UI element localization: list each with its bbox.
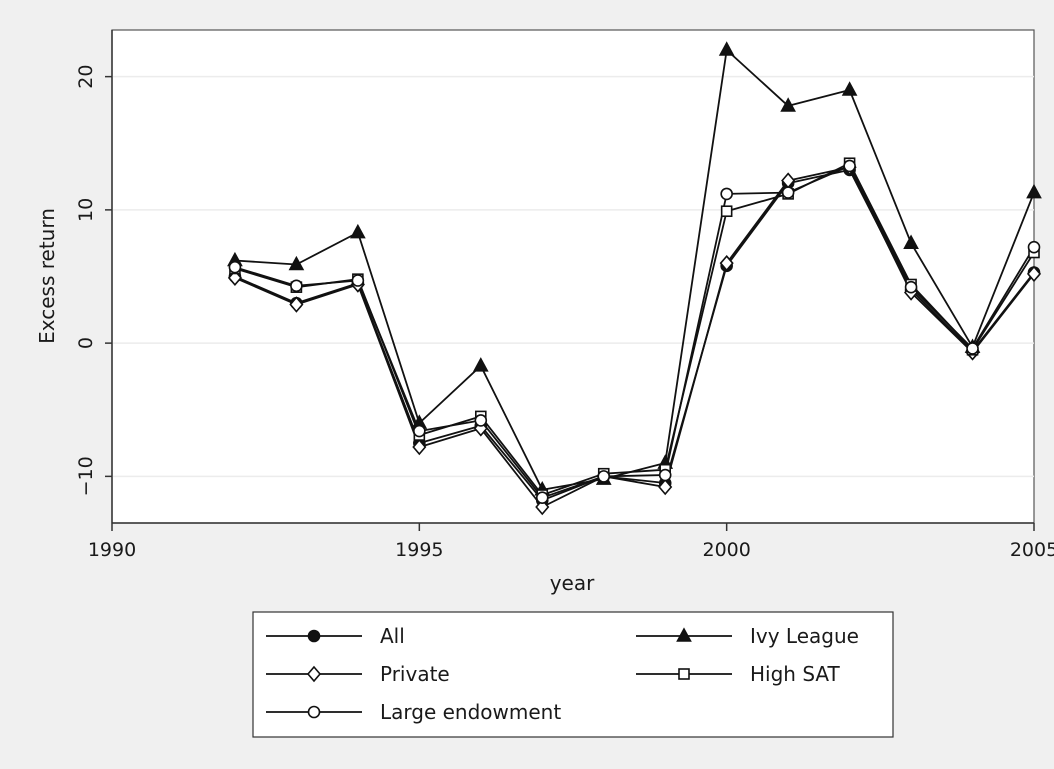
point-private (289, 296, 304, 313)
x-tick-label: 2000 (702, 539, 750, 561)
legend-marker-ivy-league (676, 627, 692, 642)
point-large-endowment (966, 342, 979, 355)
y-tick-label: −10 (75, 456, 97, 496)
plot-area (111, 29, 1035, 524)
legend-marker-private (306, 665, 322, 683)
point-large-endowment (290, 279, 303, 293)
point-ivy-league (780, 97, 796, 112)
point-ivy-league (903, 234, 919, 249)
point-ivy-league (841, 81, 858, 96)
point-private (227, 269, 242, 287)
x-tick-label: 1990 (88, 539, 136, 561)
y-axis-label: Excess return (35, 208, 59, 344)
point-ivy-league (472, 357, 489, 372)
y-ticks: −10 0 10 20 (75, 65, 112, 496)
legend-label-all: All (380, 624, 405, 648)
legend-label-private: Private (380, 662, 450, 686)
legend: All Ivy League Private High SAT Large endowm… (252, 611, 894, 738)
x-ticks: 1990 1995 2000 2005 (88, 523, 1054, 561)
point-large-endowment (351, 274, 365, 287)
series-points (227, 41, 1042, 516)
point-large-endowment (413, 424, 426, 438)
axes (111, 30, 1034, 524)
x-tick-label: 1995 (395, 539, 443, 561)
point-large-endowment (843, 159, 856, 173)
point-large-endowment (1027, 240, 1041, 254)
point-high-sat (720, 205, 733, 218)
point-large-endowment (535, 491, 549, 504)
x-tick-label: 2005 (1010, 539, 1054, 561)
series-line-large-endowment (234, 165, 1035, 499)
legend-marker-large-endowment (307, 705, 321, 719)
point-large-endowment (228, 260, 242, 274)
y-tick-label: 10 (75, 198, 97, 222)
legend-marker-all (307, 629, 321, 643)
legend-label-large-endowment: Large endowment (380, 700, 561, 724)
point-ivy-league (1026, 183, 1042, 199)
series-line-private (234, 166, 1035, 508)
point-large-endowment (597, 470, 611, 483)
x-axis-label: year (550, 571, 595, 595)
series-lines (234, 49, 1035, 508)
point-ivy-league (350, 223, 366, 239)
legend-marker-high-sat (678, 668, 690, 680)
point-private (535, 498, 550, 516)
point-large-endowment (904, 280, 918, 294)
point-large-endowment (474, 414, 488, 427)
point-large-endowment (720, 187, 733, 201)
point-private (658, 478, 673, 496)
point-large-endowment (658, 468, 672, 482)
legend-label-ivy-league: Ivy League (750, 624, 859, 648)
point-large-endowment (781, 186, 795, 199)
point-ivy-league (718, 41, 735, 56)
grid-lines (112, 75, 1034, 478)
point-private (1026, 265, 1042, 283)
y-tick-label: 20 (75, 65, 97, 89)
y-tick-label: 0 (75, 337, 97, 349)
point-ivy-league (288, 255, 305, 271)
legend-label-high-sat: High SAT (750, 662, 841, 686)
point-private (412, 438, 427, 456)
point-private (719, 254, 734, 272)
